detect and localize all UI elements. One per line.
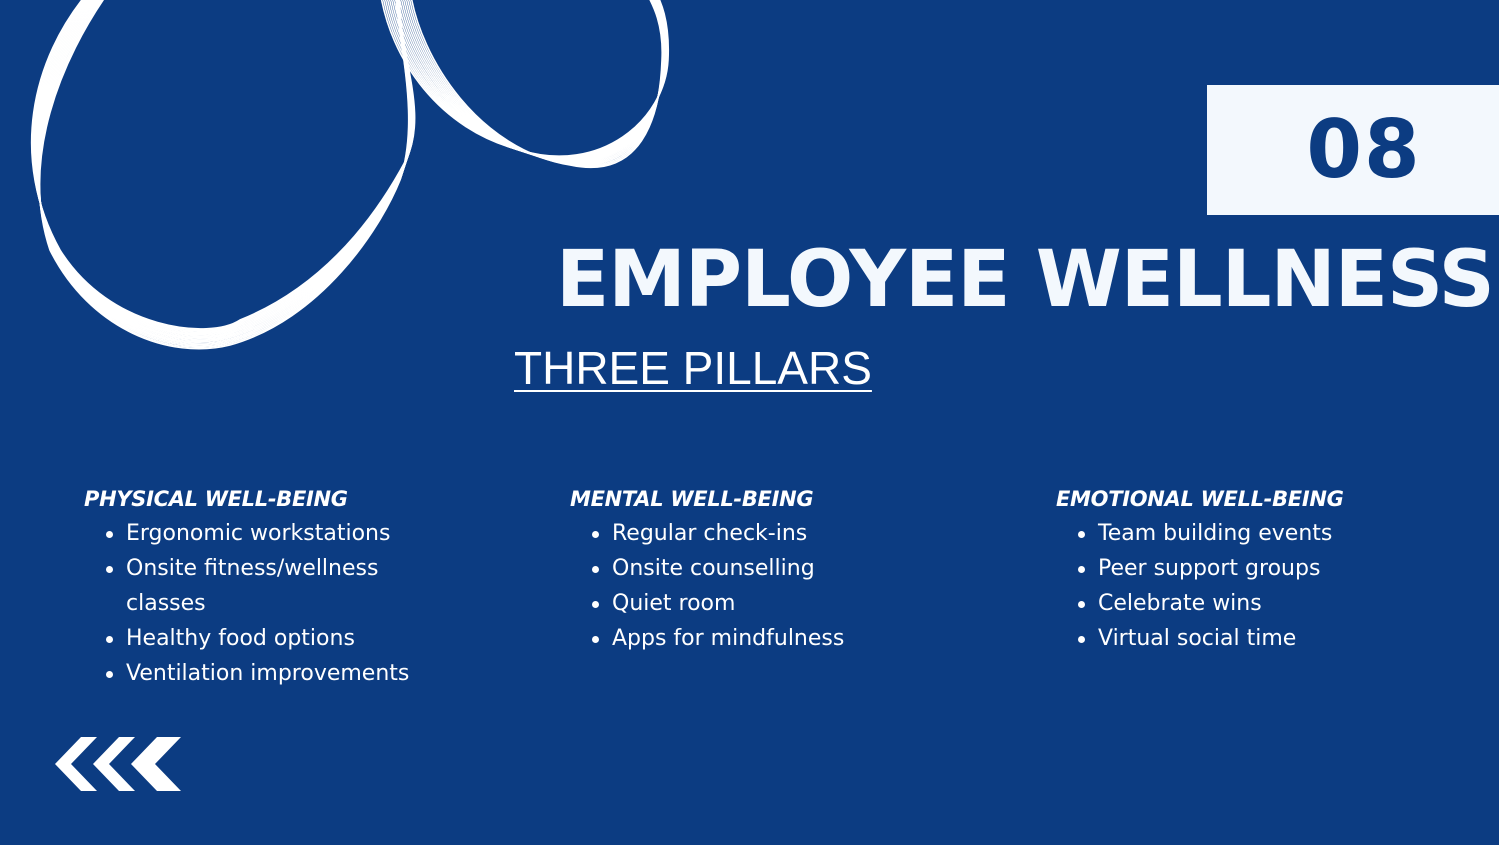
pillar-physical: PHYSICAL WELL-BEING Ergonomic workstatio…: [84, 484, 504, 691]
pillar-list: Regular check-ins Onsite counselling Qui…: [570, 516, 990, 656]
back-chevrons-icon[interactable]: [53, 737, 183, 791]
wave-line: [31, 0, 416, 331]
list-item: Onsite fitness/wellness classes: [106, 551, 426, 621]
slide-subtitle: THREE PILLARS: [514, 342, 872, 394]
list-item-label: Onsite fitness/wellness classes: [126, 556, 379, 616]
slide-number-box: 08: [1207, 85, 1499, 215]
pillar-list: Team building events Peer support groups…: [1056, 516, 1476, 656]
list-item: Ergonomic workstations: [106, 516, 426, 551]
wave-line: [34, 0, 414, 338]
wave-line: [32, 0, 415, 333]
bullet-icon: [592, 636, 599, 643]
list-item-label: Virtual social time: [1098, 626, 1297, 651]
bullet-icon: [592, 531, 599, 538]
list-item: Virtual social time: [1078, 621, 1398, 656]
list-item-label: Celebrate wins: [1098, 591, 1262, 616]
pillar-list: Ergonomic workstations Onsite fitness/we…: [84, 516, 504, 691]
pillar-heading: EMOTIONAL WELL-BEING: [1056, 487, 1344, 511]
list-item-label: Apps for mindfulness: [612, 626, 845, 651]
bullet-icon: [1078, 566, 1085, 573]
bullet-icon: [1078, 601, 1085, 608]
list-item: Team building events: [1078, 516, 1398, 551]
list-item: Apps for mindfulness: [592, 621, 912, 656]
list-item: Celebrate wins: [1078, 586, 1398, 621]
bullet-icon: [106, 636, 113, 643]
list-item: Regular check-ins: [592, 516, 912, 551]
bullet-icon: [1078, 531, 1085, 538]
wave-line: [34, 0, 414, 336]
bullet-icon: [1078, 636, 1085, 643]
slide-title: EMPLOYEE WELLNESS: [556, 235, 1495, 325]
list-item: Quiet room: [592, 586, 912, 621]
list-item-label: Ergonomic workstations: [126, 521, 391, 546]
bullet-icon: [106, 531, 113, 538]
pillar-heading: PHYSICAL WELL-BEING: [84, 487, 348, 511]
bullet-icon: [106, 671, 113, 678]
pillar-emotional: EMOTIONAL WELL-BEING Team building event…: [1056, 484, 1476, 656]
bullet-icon: [106, 566, 113, 573]
wave-line: [33, 0, 414, 335]
list-item-label: Quiet room: [612, 591, 736, 616]
list-item: Onsite counselling: [592, 551, 912, 586]
pillar-heading: MENTAL WELL-BEING: [570, 487, 814, 511]
list-item: Ventilation improvements: [106, 656, 426, 691]
list-item: Peer support groups: [1078, 551, 1398, 586]
slide-number: 08: [1306, 103, 1422, 196]
list-item: Healthy food options: [106, 621, 426, 656]
list-item-label: Ventilation improvements: [126, 661, 410, 686]
list-item-label: Onsite counselling: [612, 556, 815, 581]
wave-line: [411, 0, 663, 168]
pillar-mental: MENTAL WELL-BEING Regular check-ins Onsi…: [570, 484, 990, 656]
list-item-label: Peer support groups: [1098, 556, 1321, 581]
list-item-label: Healthy food options: [126, 626, 355, 651]
list-item-label: Team building events: [1098, 521, 1333, 546]
bullet-icon: [592, 601, 599, 608]
bullet-icon: [592, 566, 599, 573]
wave-lines-graphic: [30, 0, 670, 350]
wave-line: [33, 0, 415, 334]
wave-line: [30, 0, 416, 330]
list-item-label: Regular check-ins: [612, 521, 808, 546]
